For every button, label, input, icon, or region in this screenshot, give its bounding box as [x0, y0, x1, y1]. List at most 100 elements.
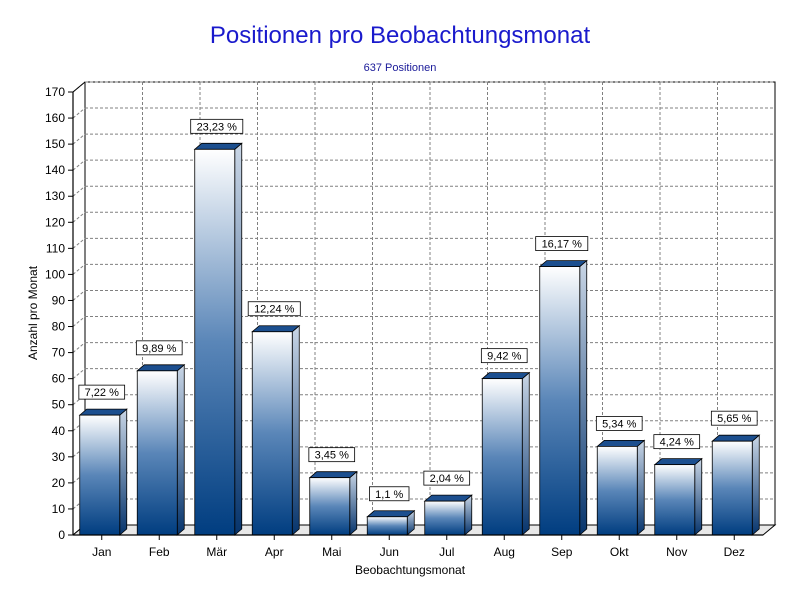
- bar: [423, 494, 473, 536]
- data-label: 7,22 %: [78, 384, 126, 400]
- bar-top: [308, 471, 358, 479]
- chart-subtitle: 637 Positionen: [363, 62, 437, 74]
- bar-front: [481, 378, 523, 536]
- data-label-text: 12,24 %: [254, 304, 295, 316]
- bar-front: [251, 331, 293, 536]
- y-tick-label: 120: [45, 215, 65, 229]
- bar-top: [423, 494, 473, 502]
- bar-side: [119, 408, 128, 536]
- y-tick-label: 30: [52, 450, 66, 464]
- y-tick-label: 40: [52, 424, 66, 438]
- bar-front: [309, 477, 351, 536]
- grid-line-diag: [72, 133, 86, 145]
- bar-front: [711, 440, 753, 536]
- x-tick-label: Okt: [610, 545, 629, 559]
- grid-line-diag: [72, 211, 86, 223]
- y-tick-label: 60: [52, 372, 66, 386]
- grid-line-diag: [72, 107, 86, 119]
- grid-line-diag: [72, 472, 86, 484]
- data-label-text: 7,22 %: [85, 387, 119, 399]
- y-tick-label: 10: [52, 502, 66, 516]
- bar: [596, 439, 646, 536]
- data-label-box: [710, 410, 758, 426]
- data-label-box: [535, 236, 589, 251]
- bar: [251, 324, 301, 536]
- x-tick-label: Dez: [724, 545, 745, 559]
- grid-line-diag: [72, 237, 86, 249]
- bar-front: [539, 266, 581, 536]
- x-tick-label: Jan: [92, 545, 111, 559]
- data-label-box: [190, 118, 244, 134]
- data-label: 2,04 %: [423, 470, 471, 486]
- bar: [136, 363, 186, 536]
- data-label: 1,1 %: [369, 486, 410, 502]
- grid-line-diag: [72, 185, 86, 197]
- chart-title: Positionen pro Beobachtungsmonat: [209, 22, 591, 49]
- grid-line-diag: [72, 394, 86, 406]
- bar-side: [349, 470, 358, 536]
- data-label: 23,23 %: [190, 118, 244, 134]
- data-label: 5,34 %: [595, 415, 643, 431]
- bar-top: [481, 372, 531, 380]
- bar-top: [193, 142, 243, 150]
- x-tick-label: Feb: [149, 545, 170, 559]
- grid-line-diag: [72, 290, 86, 301]
- bar-side: [579, 259, 588, 536]
- data-label: 4,24 %: [653, 434, 701, 450]
- x-tick-label: Mär: [206, 545, 227, 559]
- bar-top: [711, 434, 761, 442]
- y-tick-label: 0: [58, 528, 65, 542]
- x-tick-label: Mai: [322, 545, 341, 559]
- bars: [78, 142, 761, 536]
- x-tick-label: Nov: [666, 545, 687, 559]
- data-label-text: 9,89 %: [142, 343, 176, 355]
- data-label: 3,45 %: [308, 447, 356, 463]
- grid-line-diag: [72, 264, 86, 275]
- x-axis-label: Beobachtungsmonat: [355, 563, 466, 577]
- bar-front: [194, 148, 236, 536]
- grid-line-diag: [72, 342, 86, 353]
- data-label: 9,42 %: [480, 348, 528, 364]
- y-tick-label: 50: [52, 398, 66, 412]
- bar-front: [79, 414, 121, 536]
- data-label-text: 9,42 %: [487, 351, 521, 363]
- data-label: 9,89 %: [135, 340, 183, 356]
- y-tick-label: 20: [52, 476, 66, 490]
- bar: [481, 371, 531, 536]
- bar-front: [654, 464, 696, 536]
- bar: [538, 259, 588, 536]
- y-tick-label: 160: [45, 111, 65, 125]
- grid-line-diag: [72, 446, 86, 458]
- y-tick-label: 140: [45, 163, 65, 177]
- grid-line-diag: [72, 159, 86, 171]
- data-label-box: [595, 415, 643, 431]
- bar-front: [424, 500, 466, 536]
- x-tick-label: Jun: [380, 545, 399, 559]
- y-tick-label: 110: [46, 241, 65, 255]
- bar-side: [694, 457, 703, 536]
- bar-side: [464, 494, 473, 536]
- grid-line-diag: [72, 316, 86, 327]
- data-label-text: 4,24 %: [660, 437, 694, 449]
- y-tick-label: 150: [45, 137, 65, 151]
- grid-line-diag: [72, 420, 86, 432]
- data-label-box: [653, 434, 701, 450]
- data-label-text: 5,65 %: [717, 413, 751, 425]
- data-label-text: 5,34 %: [602, 418, 636, 430]
- bar-top: [653, 458, 703, 466]
- grid-line-diag: [72, 498, 86, 510]
- data-label-text: 3,45 %: [315, 450, 349, 462]
- data-label: 12,24 %: [247, 301, 301, 317]
- bar: [308, 470, 358, 536]
- data-label-box: [308, 447, 356, 463]
- bar: [78, 408, 128, 536]
- data-label-text: 16,17 %: [542, 239, 583, 251]
- x-tick-label: Jul: [439, 545, 454, 559]
- data-label-box: [480, 348, 528, 364]
- data-label-text: 23,23 %: [197, 121, 238, 133]
- data-label: 5,65 %: [710, 410, 758, 426]
- data-label-box: [78, 384, 126, 400]
- data-label-box: [423, 470, 471, 486]
- bar-top: [366, 510, 416, 518]
